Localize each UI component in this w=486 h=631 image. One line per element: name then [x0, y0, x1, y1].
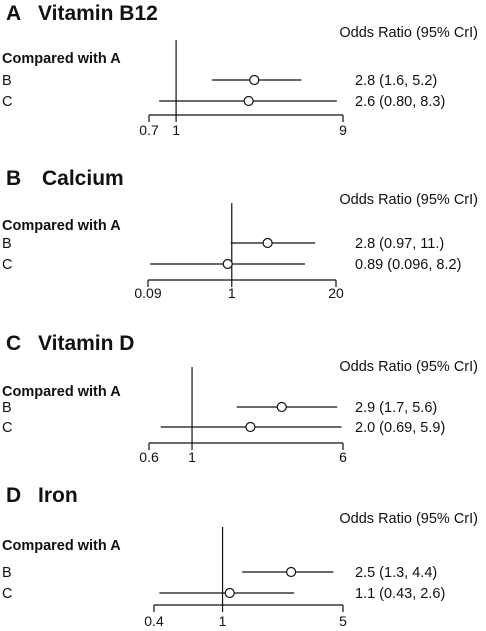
panel-b-row-c-label: C [2, 257, 12, 273]
panel-d-letter: D [6, 484, 21, 507]
panel-c-title: Vitamin D [38, 332, 134, 355]
panel-b-row-c-estimate-marker [222, 258, 233, 270]
panel-b-tick-label-1: 1 [228, 285, 236, 301]
panel-d-row-c-estimate-marker [224, 587, 235, 599]
panel-c-row-b-ci-text: 2.9 (1.7, 5.6) [355, 400, 437, 416]
panel-c-row-c-estimate-marker [245, 421, 256, 433]
panel-c-row-c-label: C [2, 420, 12, 436]
panel-c-row-c-ci-text: 2.0 (0.69, 5.9) [355, 420, 445, 436]
panel-b-row-b-ci-text: 2.8 (0.97, 11.) [355, 236, 444, 252]
panel-a-compared-label: Compared with A [2, 51, 121, 67]
panel-a-tick-label-0: 0.7 [139, 122, 159, 138]
panel-c-tick-label-2: 6 [339, 449, 347, 465]
panel-b-row-c-ci-text: 0.89 (0.096, 8.2) [355, 257, 461, 273]
panel-b-row-b-estimate-marker [262, 237, 273, 249]
panel-d-row-c-label: C [2, 586, 12, 602]
panel-d-tick-label-1: 1 [219, 613, 227, 629]
panel-a-row-c-label: C [2, 94, 12, 110]
panel-d-compared-label: Compared with A [2, 538, 121, 554]
panel-a-tick-label-1: 1 [172, 122, 180, 138]
panel-b-compared-label: Compared with A [2, 218, 121, 234]
panel-d-title: Iron [38, 484, 78, 507]
panel-b-row-b-label: B [2, 236, 12, 252]
panel-a-odds-header: Odds Ratio (95% CrI) [339, 25, 478, 41]
panel-b-odds-header: Odds Ratio (95% CrI) [339, 192, 478, 208]
panel-a-letter: A [6, 2, 21, 25]
panel-c-row-b-label: B [2, 400, 12, 416]
panel-c-tick-label-0: 0.6 [139, 449, 159, 465]
panel-d-tick-label-2: 5 [339, 613, 347, 629]
panel-a-row-c-ci-text: 2.6 (0.80, 8.3) [355, 94, 445, 110]
panel-c-row-b-estimate-marker [276, 401, 287, 413]
panel-a-title: Vitamin B12 [38, 2, 158, 25]
panel-a-tick-label-2: 9 [339, 122, 347, 138]
panel-d-odds-header: Odds Ratio (95% CrI) [339, 511, 478, 527]
panel-c-odds-header: Odds Ratio (95% CrI) [339, 359, 478, 375]
panel-d-row-b-ci-text: 2.5 (1.3, 4.4) [355, 565, 437, 581]
panel-b-tick-label-0: 0.09 [134, 285, 161, 301]
panel-a-row-c-estimate-marker [243, 95, 254, 107]
panel-d-row-c-ci-text: 1.1 (0.43, 2.6) [355, 586, 445, 602]
panel-b-tick-label-2: 20 [328, 285, 344, 301]
panel-d-tick-label-0: 0.4 [144, 613, 164, 629]
panel-a-row-b-ci-text: 2.8 (1.6, 5.2) [355, 73, 437, 89]
panel-d-row-b-estimate-marker [286, 566, 297, 578]
panel-d-row-b-label: B [2, 565, 12, 581]
panel-c-letter: C [6, 332, 21, 355]
panel-b-letter: B [6, 167, 21, 190]
panel-a-row-b-estimate-marker [249, 74, 260, 86]
panel-c-tick-label-1: 1 [188, 449, 196, 465]
panel-a-row-b-label: B [2, 73, 12, 89]
panel-b-title: Calcium [42, 167, 124, 190]
panel-c-compared-label: Compared with A [2, 384, 121, 400]
